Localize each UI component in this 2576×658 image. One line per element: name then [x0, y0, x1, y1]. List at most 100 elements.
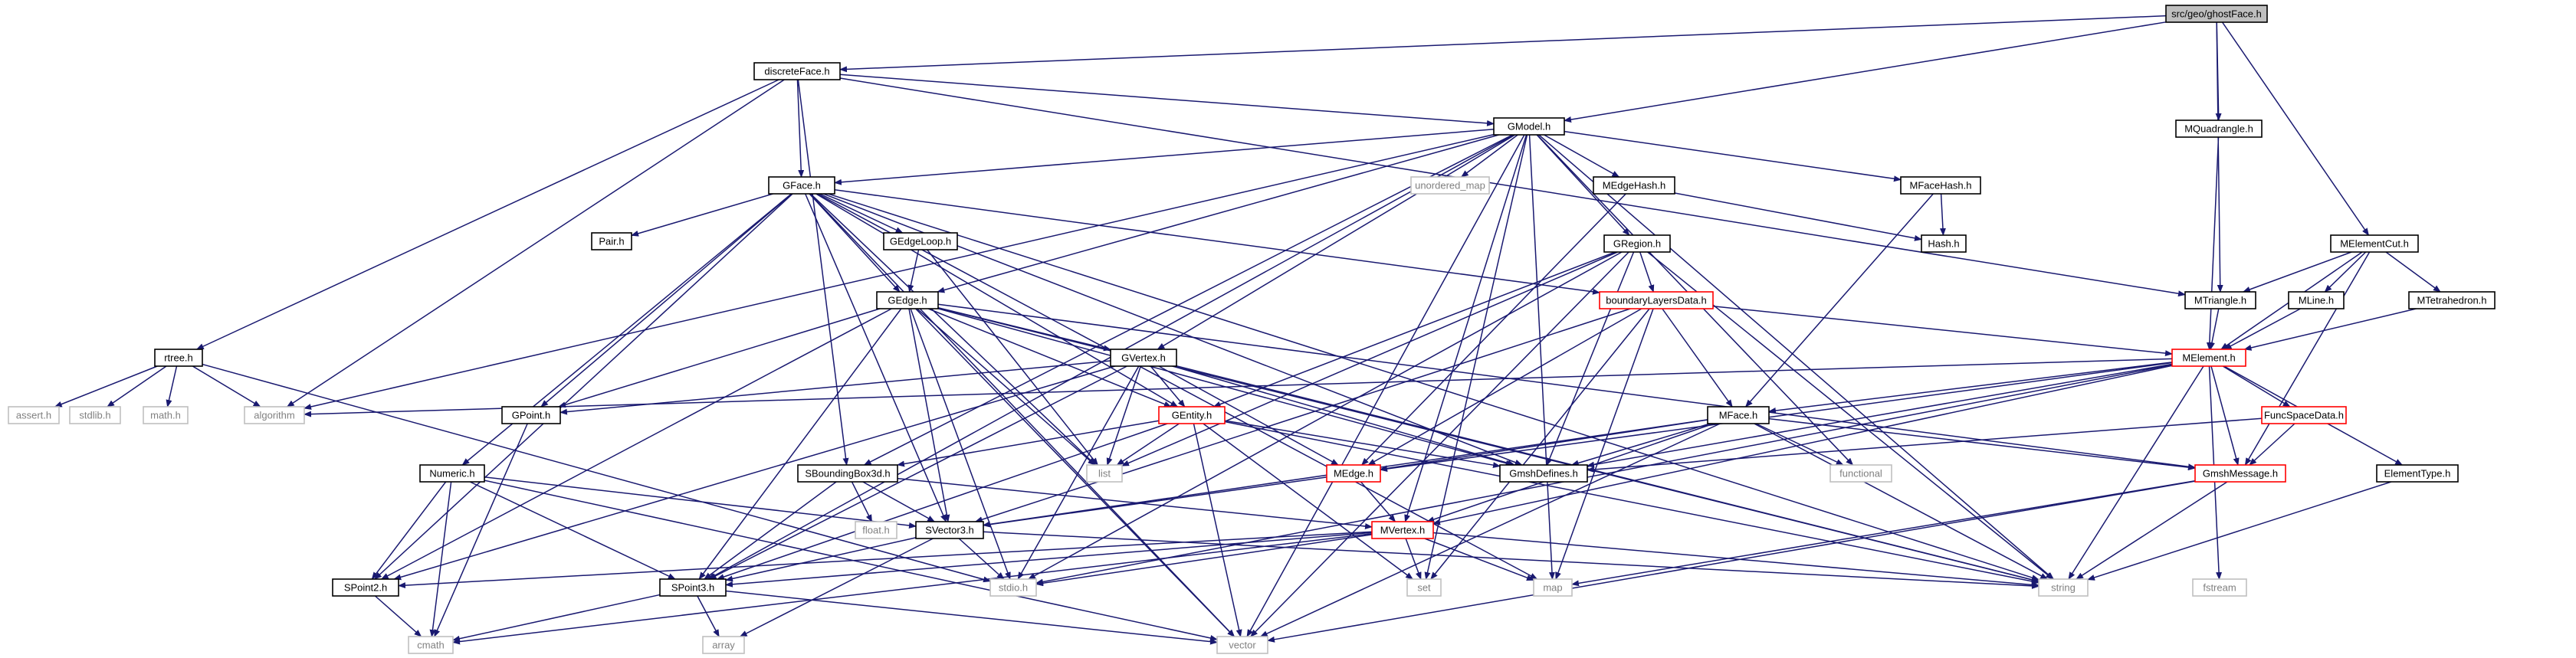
node-label: vector [1229, 639, 1256, 650]
node-MLine[interactable]: MLine.h [2288, 291, 2345, 309]
edge-GModel-to-GVertex [1157, 134, 1516, 350]
node-MEdge[interactable]: MEdge.h [1326, 464, 1381, 483]
node-box [702, 636, 745, 654]
node-SVector3[interactable]: SVector3.h [915, 521, 984, 539]
edge-discreteFace-to-SBoundingBox3d [797, 79, 849, 466]
edge-GModel-to-vector [1246, 134, 1525, 637]
node-MEdgeHash[interactable]: MEdgeHash.h [1593, 176, 1675, 195]
node-label: assert.h [16, 409, 51, 421]
node-MElement[interactable]: MElement.h [2171, 349, 2246, 367]
node-box [1216, 636, 1268, 654]
node-box [8, 406, 60, 424]
node-box [1110, 349, 1177, 367]
node-GRegion[interactable]: GRegion.h [1603, 234, 1671, 253]
edge-GRegion-to-stdio [1028, 251, 1623, 580]
edge-GModel-to-GRegion [1536, 134, 1630, 236]
node-GmshMessage[interactable]: GmshMessage.h [2194, 464, 2286, 483]
node-label: MTriangle.h [2194, 294, 2246, 306]
edge-GEdgeLoop-to-GEdge [907, 249, 920, 293]
node-label: SPoint2.h [344, 581, 387, 593]
node-label: Pair.h [599, 235, 624, 247]
edge-rtree-to-stdio [202, 363, 991, 583]
node-ghostFace[interactable]: src/geo/ghostFace.h [2165, 5, 2268, 23]
edge-MElement-to-stdio [1035, 364, 2173, 585]
node-MVertex[interactable]: MVertex.h [1371, 521, 1434, 539]
edge-MElement-to-MVertex [1432, 365, 2173, 525]
node-label: math.h [150, 409, 181, 421]
node-ElementType[interactable]: ElementType.h [2376, 464, 2459, 483]
node-GVertex[interactable]: GVertex.h [1110, 349, 1177, 367]
node-label: MLine.h [2299, 294, 2334, 306]
node-discreteFace[interactable]: discreteFace.h [753, 62, 841, 80]
node-label: unordered_map [1415, 179, 1485, 191]
node-box [408, 636, 454, 654]
node-label: fstream [2203, 581, 2236, 593]
edge-GModel-to-unordered_map [1460, 134, 1518, 178]
edge-MTriangle-to-MElement [2209, 308, 2220, 350]
node-algorithm: algorithm [244, 406, 305, 424]
edge-MVertex-to-set [1405, 538, 1422, 580]
edge-GEdge-to-vector [915, 308, 1235, 637]
node-label: GModel.h [1508, 120, 1551, 132]
edge-Numeric-to-SVector3 [484, 476, 917, 529]
node-assert: assert.h [8, 406, 60, 424]
node-rtree[interactable]: rtree.h [154, 349, 203, 367]
node-label: stdio.h [999, 581, 1028, 593]
node-Numeric[interactable]: Numeric.h [419, 464, 485, 483]
node-SPoint3[interactable]: SPoint3.h [659, 578, 727, 597]
node-label: GmshMessage.h [2203, 467, 2278, 479]
node-box [2194, 464, 2286, 483]
node-box [1829, 464, 1892, 483]
node-unordered_map: unordered_map [1410, 176, 1490, 195]
node-box [591, 232, 632, 250]
edge-GRegion-to-boundaryLayersData [1639, 251, 1655, 293]
node-FuncSpaceData[interactable]: FuncSpaceData.h [2261, 406, 2347, 424]
node-box [1086, 464, 1123, 483]
node-GmshDefines[interactable]: GmshDefines.h [1499, 464, 1588, 483]
node-MFace[interactable]: MFace.h [1707, 406, 1770, 424]
edge-GVertex-to-SPoint3 [708, 365, 1127, 580]
node-MElementCut[interactable]: MElementCut.h [2330, 234, 2419, 253]
node-GFace[interactable]: GFace.h [768, 176, 835, 195]
edge-Numeric-to-SPoint2 [371, 481, 447, 580]
node-label: GEntity.h [1172, 409, 1213, 421]
edge-MEdgeHash-to-Hash [1674, 192, 1922, 241]
node-label: src/geo/ghostFace.h [2171, 8, 2262, 19]
node-SBoundingBox3d[interactable]: SBoundingBox3d.h [797, 464, 898, 483]
node-box [768, 176, 835, 195]
node-boundaryLayersData[interactable]: boundaryLayersData.h [1599, 291, 1714, 309]
edge-ghostFace-to-discreteFace [839, 15, 2167, 73]
node-MQuadrangle[interactable]: MQuadrangle.h [2175, 119, 2263, 138]
edge-GEntity-to-list [1116, 423, 1180, 466]
edge-GEdgeLoop-to-list [927, 249, 1098, 466]
edge-GFace-to-boundaryLayersData [834, 189, 1600, 295]
edge-GModel-to-SBoundingBox3d [863, 134, 1513, 466]
edge-boundaryLayersData-to-MElement [1712, 305, 2173, 357]
edge-GEntity-to-vector [1193, 423, 1242, 637]
edge-SBoundingBox3d-to-float [851, 481, 873, 522]
node-MFaceHash[interactable]: MFaceHash.h [1900, 176, 1981, 195]
edge-SVector3-to-array [739, 538, 934, 637]
node-GEdgeLoop[interactable]: GEdgeLoop.h [883, 232, 958, 250]
node-box [1599, 291, 1714, 309]
edge-GFace-to-map [817, 193, 1538, 580]
edge-GFace-to-GEntity [815, 193, 1179, 408]
edge-SPoint3-to-array [697, 595, 720, 637]
node-GEntity[interactable]: GEntity.h [1158, 406, 1226, 424]
node-GEdge[interactable]: GEdge.h [876, 291, 939, 309]
node-functional: functional [1829, 464, 1892, 483]
edge-GFace-to-GEdge [809, 193, 901, 293]
node-Pair[interactable]: Pair.h [591, 232, 632, 250]
edge-GRegion-to-GEntity [1213, 251, 1616, 408]
node-box [2171, 349, 2246, 367]
node-GPoint[interactable]: GPoint.h [501, 406, 561, 424]
node-MTetrahedron[interactable]: MTetrahedron.h [2408, 291, 2496, 309]
edge-MFaceHash-to-MFace [1745, 193, 1934, 408]
node-MTriangle[interactable]: MTriangle.h [2184, 291, 2256, 309]
edge-SPoint2-to-cmath [374, 595, 422, 637]
node-GModel[interactable]: GModel.h [1493, 117, 1565, 136]
node-Hash[interactable]: Hash.h [1921, 234, 1967, 253]
node-SPoint2[interactable]: SPoint2.h [332, 578, 399, 597]
edge-boundaryLayersData-to-MEdge [1367, 308, 1642, 466]
